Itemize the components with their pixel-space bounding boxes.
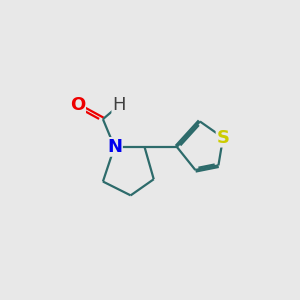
Text: S: S: [217, 129, 230, 147]
Text: H: H: [112, 96, 126, 114]
Text: O: O: [70, 96, 85, 114]
Text: N: N: [107, 138, 122, 156]
